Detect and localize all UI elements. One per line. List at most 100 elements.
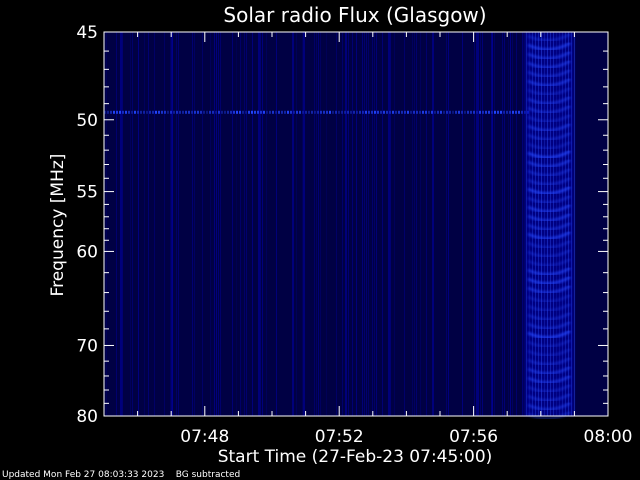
- time-streak: [176, 32, 177, 416]
- interference-mark: [140, 110, 142, 114]
- emission-pattern: [527, 86, 572, 96]
- time-streak: [106, 32, 107, 416]
- time-streak: [376, 32, 377, 416]
- interference-mark: [218, 110, 220, 114]
- time-streak: [260, 32, 261, 416]
- interference-mark: [383, 110, 385, 114]
- interference-mark: [236, 110, 238, 114]
- interference-mark: [287, 110, 289, 114]
- interference-mark: [410, 110, 412, 114]
- time-streak: [368, 32, 369, 416]
- interference-mark: [515, 110, 517, 114]
- plot-frame: [103, 31, 609, 417]
- emission-streak: [559, 32, 560, 416]
- emission-pattern: [527, 365, 572, 375]
- interference-mark: [125, 110, 127, 114]
- time-streak: [262, 32, 263, 416]
- interference-mark: [362, 110, 364, 114]
- footer: Updated Mon Feb 27 08:03:33 2023 BG subt…: [2, 470, 240, 480]
- interference-mark: [149, 110, 151, 114]
- time-streak: [240, 32, 241, 416]
- emission-pattern: [527, 131, 572, 141]
- time-streak: [154, 32, 155, 416]
- interference-mark: [122, 110, 124, 114]
- interference-mark: [425, 110, 427, 114]
- time-streak: [266, 32, 267, 416]
- emission-pattern: [527, 122, 572, 132]
- interference-mark: [314, 110, 316, 114]
- time-streak: [522, 32, 523, 416]
- interference-mark: [182, 110, 184, 114]
- interference-mark: [191, 110, 193, 114]
- interference-mark: [281, 110, 283, 114]
- time-streak: [164, 32, 165, 416]
- emission-pattern: [527, 50, 572, 60]
- interference-mark: [152, 110, 154, 114]
- emission-streak: [574, 32, 575, 416]
- emission-pattern: [527, 104, 572, 114]
- x-tick-label: 07:48: [180, 427, 229, 447]
- interference-mark: [251, 110, 253, 114]
- x-axis-label: Start Time (27-Feb-23 07:45:00): [218, 447, 493, 467]
- time-streak: [276, 32, 277, 416]
- interference-mark: [395, 110, 397, 114]
- interference-mark: [233, 110, 235, 114]
- time-streak: [366, 32, 367, 416]
- bright-streak: [476, 32, 478, 416]
- emission-streak: [556, 32, 557, 416]
- emission-streak: [541, 32, 542, 416]
- time-streak: [192, 32, 193, 416]
- interference-mark: [452, 110, 454, 114]
- interference-mark: [221, 110, 223, 114]
- time-streak: [362, 32, 363, 416]
- time-streak: [342, 32, 343, 416]
- y-tick-label: 50: [76, 111, 98, 131]
- interference-mark: [260, 110, 262, 114]
- interference-mark: [269, 110, 271, 114]
- emission-pattern: [527, 338, 572, 348]
- interference-mark: [302, 110, 304, 114]
- interference-mark: [440, 110, 442, 114]
- time-streak: [316, 32, 317, 416]
- interference-mark: [104, 110, 106, 114]
- interference-mark: [461, 110, 463, 114]
- interference-mark: [350, 110, 352, 114]
- emission-streak: [535, 32, 536, 416]
- interference-mark: [404, 110, 406, 114]
- interference-mark: [107, 110, 109, 114]
- interference-mark: [389, 110, 391, 114]
- emission-pattern: [527, 401, 572, 411]
- interference-mark: [428, 110, 430, 114]
- time-streak: [232, 32, 233, 416]
- interference-mark: [491, 110, 493, 114]
- interference-mark: [488, 110, 490, 114]
- interference-mark: [278, 110, 280, 114]
- interference-mark: [407, 110, 409, 114]
- interference-mark: [467, 110, 469, 114]
- emission-pattern: [527, 275, 572, 285]
- interference-mark: [155, 110, 157, 114]
- emission-pattern: [527, 356, 572, 366]
- interference-mark: [470, 110, 472, 114]
- time-streak: [302, 32, 303, 416]
- interference-mark: [503, 110, 505, 114]
- time-streak: [216, 32, 217, 416]
- interference-mark: [443, 110, 445, 114]
- time-streak: [426, 32, 427, 416]
- time-streak: [414, 32, 415, 416]
- emission-pattern: [527, 392, 572, 402]
- interference-mark: [158, 110, 160, 114]
- emission-pattern: [527, 311, 572, 321]
- emission-pattern: [527, 374, 572, 384]
- time-streak: [502, 32, 503, 416]
- emission-pattern: [527, 302, 572, 312]
- interference-mark: [308, 110, 310, 114]
- interference-mark: [416, 110, 418, 114]
- emission-pattern: [527, 149, 572, 159]
- time-streak: [214, 32, 215, 416]
- emission-streak: [538, 32, 539, 416]
- interference-mark: [242, 110, 244, 114]
- emission-pattern: [527, 221, 572, 231]
- emission-pattern: [527, 185, 572, 195]
- interference-mark: [293, 110, 295, 114]
